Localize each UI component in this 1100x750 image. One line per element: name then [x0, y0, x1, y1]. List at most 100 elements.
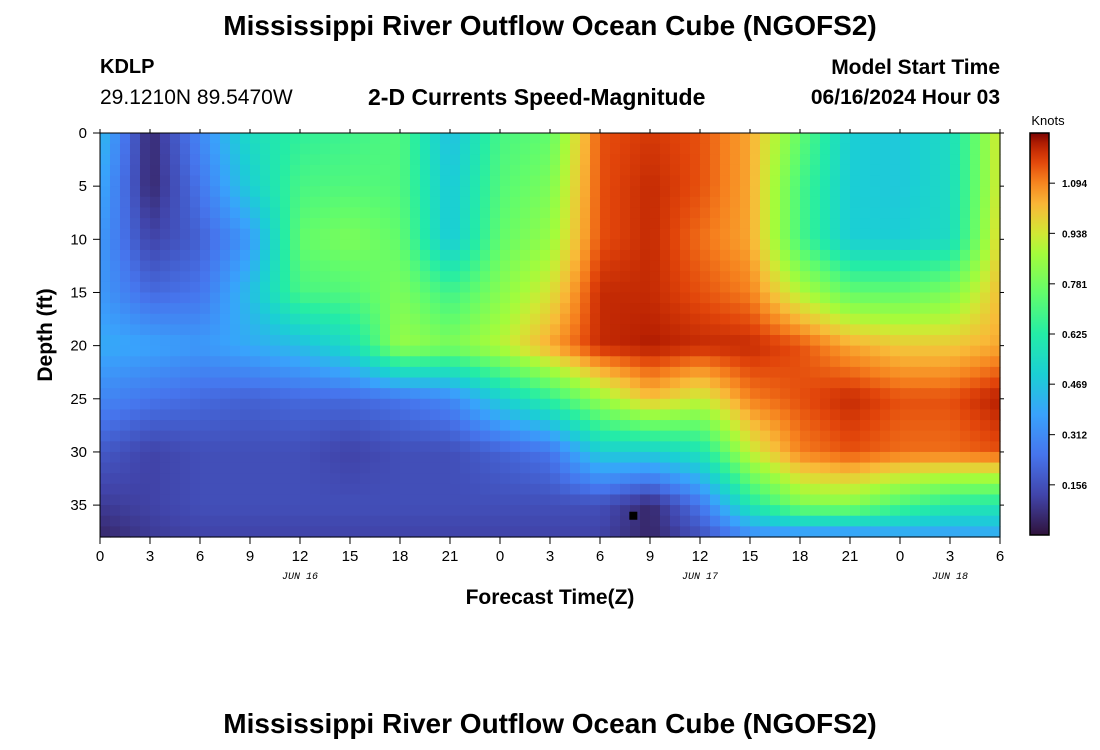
- colorbar-tick-label: 0.625: [1062, 330, 1087, 341]
- heatmap-cell: [490, 473, 501, 485]
- heatmap-cell: [510, 420, 521, 432]
- heatmap-cell: [300, 324, 311, 336]
- heatmap-cell: [970, 271, 981, 283]
- heatmap-cell: [500, 218, 511, 230]
- heatmap-cell: [310, 441, 321, 453]
- heatmap-cell: [470, 239, 481, 251]
- heatmap-cell: [890, 494, 901, 506]
- heatmap-cell: [170, 366, 181, 379]
- heatmap-cell: [160, 505, 171, 517]
- heatmap-cell: [370, 377, 381, 389]
- heatmap-cell: [310, 164, 321, 177]
- heatmap-cell: [490, 398, 501, 411]
- heatmap-cell: [180, 430, 191, 442]
- heatmap-cell: [620, 366, 631, 379]
- heatmap-cell: [950, 473, 961, 485]
- heatmap-cell: [980, 483, 991, 496]
- heatmap-cell: [860, 398, 871, 411]
- heatmap-cell: [150, 133, 161, 145]
- heatmap-cell: [680, 186, 691, 198]
- heatmap-cell: [620, 388, 631, 400]
- heatmap-cell: [270, 356, 281, 368]
- heatmap-cell: [700, 505, 711, 517]
- heatmap-cell: [240, 345, 251, 357]
- heatmap-cell: [990, 303, 1001, 315]
- heatmap-cell: [780, 154, 791, 166]
- heatmap-cell: [410, 409, 421, 421]
- heatmap-cell: [820, 260, 831, 272]
- heatmap-cell: [430, 377, 441, 389]
- heatmap-cell: [220, 228, 231, 240]
- heatmap-cell: [200, 260, 211, 272]
- heatmap-cell: [590, 409, 601, 421]
- heatmap-cell: [850, 335, 861, 347]
- heatmap-cell: [910, 303, 921, 315]
- heatmap-cell: [140, 483, 151, 496]
- heatmap-cell: [920, 154, 931, 166]
- heatmap-cell: [960, 430, 971, 442]
- heatmap-cell: [500, 345, 511, 357]
- heatmap-cell: [480, 154, 491, 166]
- heatmap-cell: [500, 281, 511, 294]
- heatmap-cell: [430, 462, 441, 474]
- heatmap-cell: [670, 420, 681, 432]
- heatmap-cell: [480, 462, 491, 474]
- heatmap-cell: [650, 515, 661, 527]
- heatmap-cell: [270, 249, 281, 262]
- heatmap-cell: [470, 218, 481, 230]
- colorbar-tick-label: 0.156: [1062, 481, 1087, 492]
- heatmap-cell: [840, 186, 851, 198]
- heatmap-cell: [930, 526, 941, 538]
- heatmap-cell: [100, 515, 111, 527]
- heatmap-cell: [950, 388, 961, 400]
- heatmap-cell: [660, 515, 671, 527]
- heatmap-cell: [880, 281, 891, 294]
- heatmap-cell: [670, 218, 681, 230]
- heatmap-cell: [760, 409, 771, 421]
- heatmap-cell: [210, 239, 221, 251]
- heatmap-cell: [800, 313, 811, 325]
- heatmap-cell: [830, 451, 841, 464]
- heatmap-cell: [640, 218, 651, 230]
- heatmap-cell: [810, 292, 821, 304]
- heatmap-cell: [770, 462, 781, 474]
- heatmap-cell: [410, 239, 421, 251]
- heatmap-cell: [510, 430, 521, 442]
- heatmap-cell: [410, 420, 421, 432]
- heatmap-cell: [210, 164, 221, 177]
- heatmap-cell: [680, 505, 691, 517]
- heatmap-cell: [780, 409, 791, 421]
- heatmap-cell: [170, 218, 181, 230]
- heatmap-cell: [200, 451, 211, 464]
- heatmap-cell: [610, 430, 621, 442]
- heatmap-cell: [640, 175, 651, 187]
- heatmap-cell: [280, 164, 291, 177]
- heatmap-cell: [370, 260, 381, 272]
- heatmap-cell: [700, 313, 711, 325]
- heatmap-cell: [980, 196, 991, 209]
- heatmap-cell: [180, 196, 191, 209]
- heatmap-cell: [550, 260, 561, 272]
- heatmap-cell: [750, 175, 761, 187]
- heatmap-cell: [450, 228, 461, 240]
- heatmap-cell: [900, 313, 911, 325]
- heatmap-cell: [940, 451, 951, 464]
- heatmap-cell: [220, 292, 231, 304]
- heatmap-cell: [320, 430, 331, 442]
- heatmap-cell: [240, 260, 251, 272]
- heatmap-cell: [750, 430, 761, 442]
- heatmap-cell: [770, 271, 781, 283]
- heatmap-cell: [660, 462, 671, 474]
- heatmap-cell: [240, 388, 251, 400]
- heatmap-cell: [450, 366, 461, 379]
- heatmap-cell: [680, 249, 691, 262]
- heatmap-cell: [460, 451, 471, 464]
- heatmap-cell: [150, 462, 161, 474]
- heatmap-cell: [860, 441, 871, 453]
- heatmap-cell: [260, 451, 271, 464]
- heatmap-cell: [320, 164, 331, 177]
- heatmap-cell: [970, 388, 981, 400]
- heatmap-cell: [310, 515, 321, 527]
- heatmap-cell: [350, 218, 361, 230]
- heatmap-cell: [100, 228, 111, 240]
